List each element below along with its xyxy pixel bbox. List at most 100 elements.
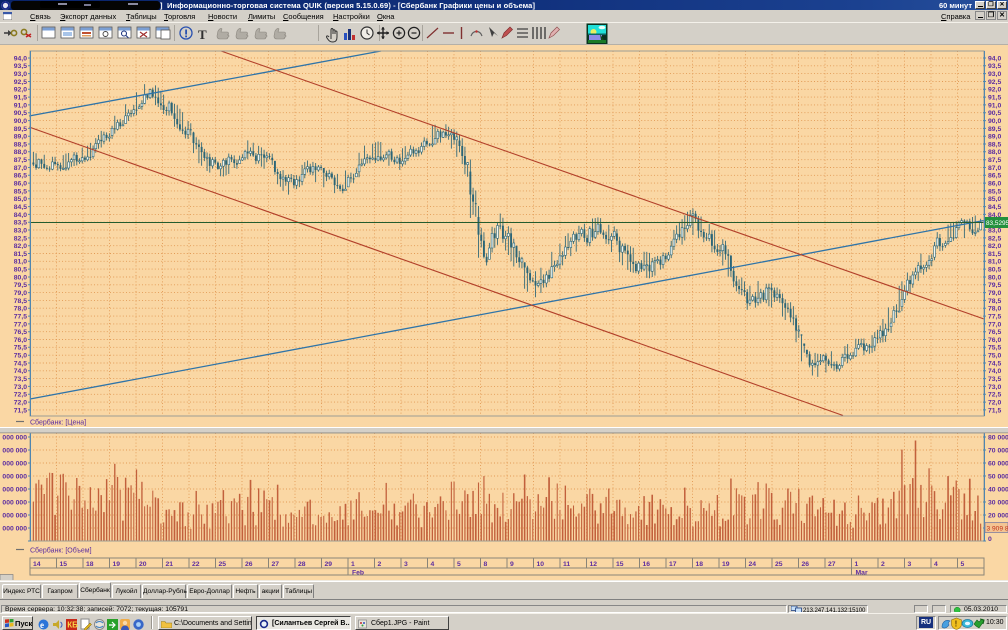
- svg-text:83,5295: 83,5295: [986, 220, 1008, 227]
- svg-text:11: 11: [563, 561, 570, 568]
- svg-text:9: 9: [510, 561, 514, 568]
- svg-text:22: 22: [192, 561, 200, 568]
- svg-text:20 000 0: 20 000 0: [988, 512, 1008, 519]
- svg-text:4: 4: [934, 561, 938, 568]
- svg-text:5: 5: [457, 561, 461, 568]
- svg-text:16: 16: [643, 561, 651, 568]
- svg-text:71,5: 71,5: [988, 407, 1001, 414]
- svg-text:19: 19: [113, 561, 121, 568]
- svg-text:77,0: 77,0: [14, 321, 27, 328]
- svg-text:85,5: 85,5: [988, 188, 1001, 195]
- svg-text:3 909 84: 3 909 84: [987, 526, 1008, 533]
- svg-text:26: 26: [245, 561, 253, 568]
- svg-text:50 000 0: 50 000 0: [988, 473, 1008, 480]
- svg-text:8: 8: [484, 561, 488, 568]
- svg-text:86,0: 86,0: [14, 181, 27, 188]
- svg-text:83,5: 83,5: [14, 220, 27, 227]
- svg-text:87,5: 87,5: [988, 157, 1001, 164]
- svg-text:18: 18: [696, 561, 704, 568]
- svg-text:85,0: 85,0: [988, 196, 1001, 203]
- svg-text:91,0: 91,0: [14, 102, 27, 109]
- svg-text:81,5: 81,5: [988, 251, 1001, 258]
- svg-text:72,5: 72,5: [988, 392, 1001, 399]
- svg-text:77,5: 77,5: [988, 314, 1001, 321]
- svg-text:85,5: 85,5: [14, 188, 27, 195]
- svg-text:79,0: 79,0: [988, 290, 1001, 297]
- svg-text:24: 24: [749, 561, 757, 568]
- svg-text:75,5: 75,5: [988, 345, 1001, 352]
- svg-text:90,5: 90,5: [14, 110, 27, 117]
- svg-text:93,0: 93,0: [988, 71, 1001, 78]
- svg-text:10: 10: [537, 561, 545, 568]
- svg-text:79,5: 79,5: [14, 282, 27, 289]
- svg-text:83,0: 83,0: [14, 227, 27, 234]
- svg-text:90,0: 90,0: [988, 118, 1001, 125]
- svg-text:87,0: 87,0: [14, 165, 27, 172]
- svg-text:2: 2: [378, 561, 382, 568]
- svg-text:Mar: Mar: [856, 570, 868, 577]
- svg-text:74,0: 74,0: [14, 368, 27, 375]
- svg-text:000 000: 000 000: [2, 525, 27, 532]
- svg-text:72,5: 72,5: [14, 392, 27, 399]
- svg-text:84,0: 84,0: [14, 212, 27, 219]
- svg-text:94,0: 94,0: [988, 55, 1001, 62]
- svg-text:90,5: 90,5: [988, 110, 1001, 117]
- svg-text:91,5: 91,5: [14, 95, 27, 102]
- svg-text:85,0: 85,0: [14, 196, 27, 203]
- svg-text:72,0: 72,0: [14, 400, 27, 407]
- svg-text:21: 21: [166, 561, 174, 568]
- svg-text:000 000: 000 000: [2, 447, 27, 454]
- svg-text:93,5: 93,5: [14, 63, 27, 70]
- svg-text:17: 17: [669, 561, 677, 568]
- svg-text:Сбербанк: [Объем]: Сбербанк: [Объем]: [30, 547, 92, 555]
- svg-text:1: 1: [855, 561, 859, 568]
- svg-text:40 000 0: 40 000 0: [988, 486, 1008, 493]
- svg-text:75,0: 75,0: [988, 353, 1001, 360]
- svg-text:3: 3: [404, 561, 408, 568]
- svg-text:81,5: 81,5: [14, 251, 27, 258]
- svg-text:75,5: 75,5: [14, 345, 27, 352]
- svg-text:82,5: 82,5: [14, 235, 27, 242]
- svg-text:80,5: 80,5: [988, 267, 1001, 274]
- svg-text:87,0: 87,0: [988, 165, 1001, 172]
- svg-text:000 000: 000 000: [2, 512, 27, 519]
- svg-text:86,5: 86,5: [14, 173, 27, 180]
- svg-text:89,0: 89,0: [14, 134, 27, 141]
- svg-text:Сбербанк: [Цена]: Сбербанк: [Цена]: [30, 419, 86, 427]
- svg-text:78,5: 78,5: [988, 298, 1001, 305]
- svg-text:82,5: 82,5: [988, 235, 1001, 242]
- svg-text:72,0: 72,0: [988, 400, 1001, 407]
- svg-text:82,0: 82,0: [988, 243, 1001, 250]
- svg-text:86,0: 86,0: [988, 181, 1001, 188]
- svg-text:73,0: 73,0: [988, 384, 1001, 391]
- svg-text:80,5: 80,5: [14, 267, 27, 274]
- svg-text:Feb: Feb: [352, 570, 364, 577]
- svg-text:3: 3: [908, 561, 912, 568]
- svg-text:29: 29: [325, 561, 333, 568]
- svg-text:73,5: 73,5: [14, 376, 27, 383]
- svg-text:000 000: 000 000: [2, 473, 27, 480]
- svg-text:76,5: 76,5: [14, 329, 27, 336]
- svg-text:1: 1: [351, 561, 355, 568]
- svg-text:83,0: 83,0: [988, 227, 1001, 234]
- svg-text:000 000: 000 000: [2, 460, 27, 467]
- svg-text:5: 5: [961, 561, 965, 568]
- svg-text:75,0: 75,0: [14, 353, 27, 360]
- svg-text:91,5: 91,5: [988, 95, 1001, 102]
- svg-text:70 000 0: 70 000 0: [988, 447, 1008, 454]
- svg-text:89,5: 89,5: [14, 126, 27, 133]
- svg-text:27: 27: [828, 561, 836, 568]
- svg-text:89,5: 89,5: [988, 126, 1001, 133]
- svg-text:T: T: [198, 27, 207, 42]
- svg-text:88,5: 88,5: [14, 141, 27, 148]
- svg-text:74,5: 74,5: [988, 360, 1001, 367]
- svg-text:КБ: КБ: [67, 621, 78, 630]
- svg-text:20: 20: [139, 561, 147, 568]
- svg-text:78,5: 78,5: [14, 298, 27, 305]
- svg-text:78,0: 78,0: [14, 306, 27, 313]
- svg-text:71,5: 71,5: [14, 407, 27, 414]
- svg-text:76,0: 76,0: [988, 337, 1001, 344]
- svg-text:80 000 0: 80 000 0: [988, 434, 1008, 441]
- svg-text:000 000: 000 000: [2, 434, 27, 441]
- svg-text:87,5: 87,5: [14, 157, 27, 164]
